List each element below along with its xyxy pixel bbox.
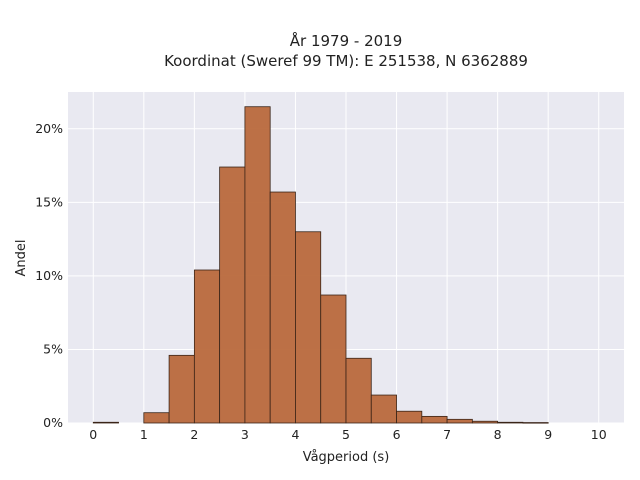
histogram-bar (295, 231, 322, 424)
histogram-bars (92, 106, 549, 424)
histogram-bar (143, 412, 170, 424)
histogram-bar (219, 166, 246, 424)
histogram-bar (168, 354, 195, 424)
chart-title-line-1: År 1979 - 2019 (290, 31, 403, 50)
x-tick-label: 3 (241, 427, 249, 442)
histogram-bar (471, 420, 499, 424)
x-tick-label: 6 (393, 427, 401, 442)
y-tick-label: 10% (35, 268, 63, 283)
x-axis-label: Vågperiod (s) (303, 450, 390, 465)
x-tick-label: 0 (89, 427, 97, 442)
x-tick-label: 8 (494, 427, 502, 442)
x-tick-label: 7 (443, 427, 451, 442)
histogram-bar (92, 421, 119, 424)
histogram-bar (269, 191, 296, 424)
x-tick-label: 2 (190, 427, 198, 442)
x-axis-ticks: 0 1 2 3 4 5 6 7 8 9 10 (89, 427, 606, 442)
y-axis-label: Andel (14, 240, 29, 277)
grid-lines (68, 92, 624, 424)
x-tick-label: 4 (291, 427, 299, 442)
histogram-bar (446, 418, 473, 424)
histogram-bar (244, 106, 271, 424)
histogram-bar (421, 415, 448, 424)
x-tick-label: 10 (591, 427, 607, 442)
histogram-bar (345, 357, 372, 424)
histogram-bar (370, 394, 397, 424)
x-tick-label: 1 (140, 427, 148, 442)
y-tick-label: 5% (43, 341, 63, 356)
chart-title-line-2: Koordinat (Sweref 99 TM): E 251538, N 63… (164, 52, 528, 70)
x-tick-label: 5 (342, 427, 350, 442)
y-axis-ticks: 0% 5% 10% 15% 20% (35, 121, 63, 430)
y-tick-label: 20% (35, 121, 63, 136)
histogram-bar (522, 422, 549, 424)
x-tick-label: 9 (544, 427, 552, 442)
y-tick-label: 0% (43, 415, 63, 430)
histogram-bar (193, 269, 221, 424)
histogram-bar (396, 410, 423, 424)
histogram-bar (320, 294, 347, 424)
histogram-bar (497, 421, 524, 424)
y-tick-label: 15% (35, 194, 63, 209)
